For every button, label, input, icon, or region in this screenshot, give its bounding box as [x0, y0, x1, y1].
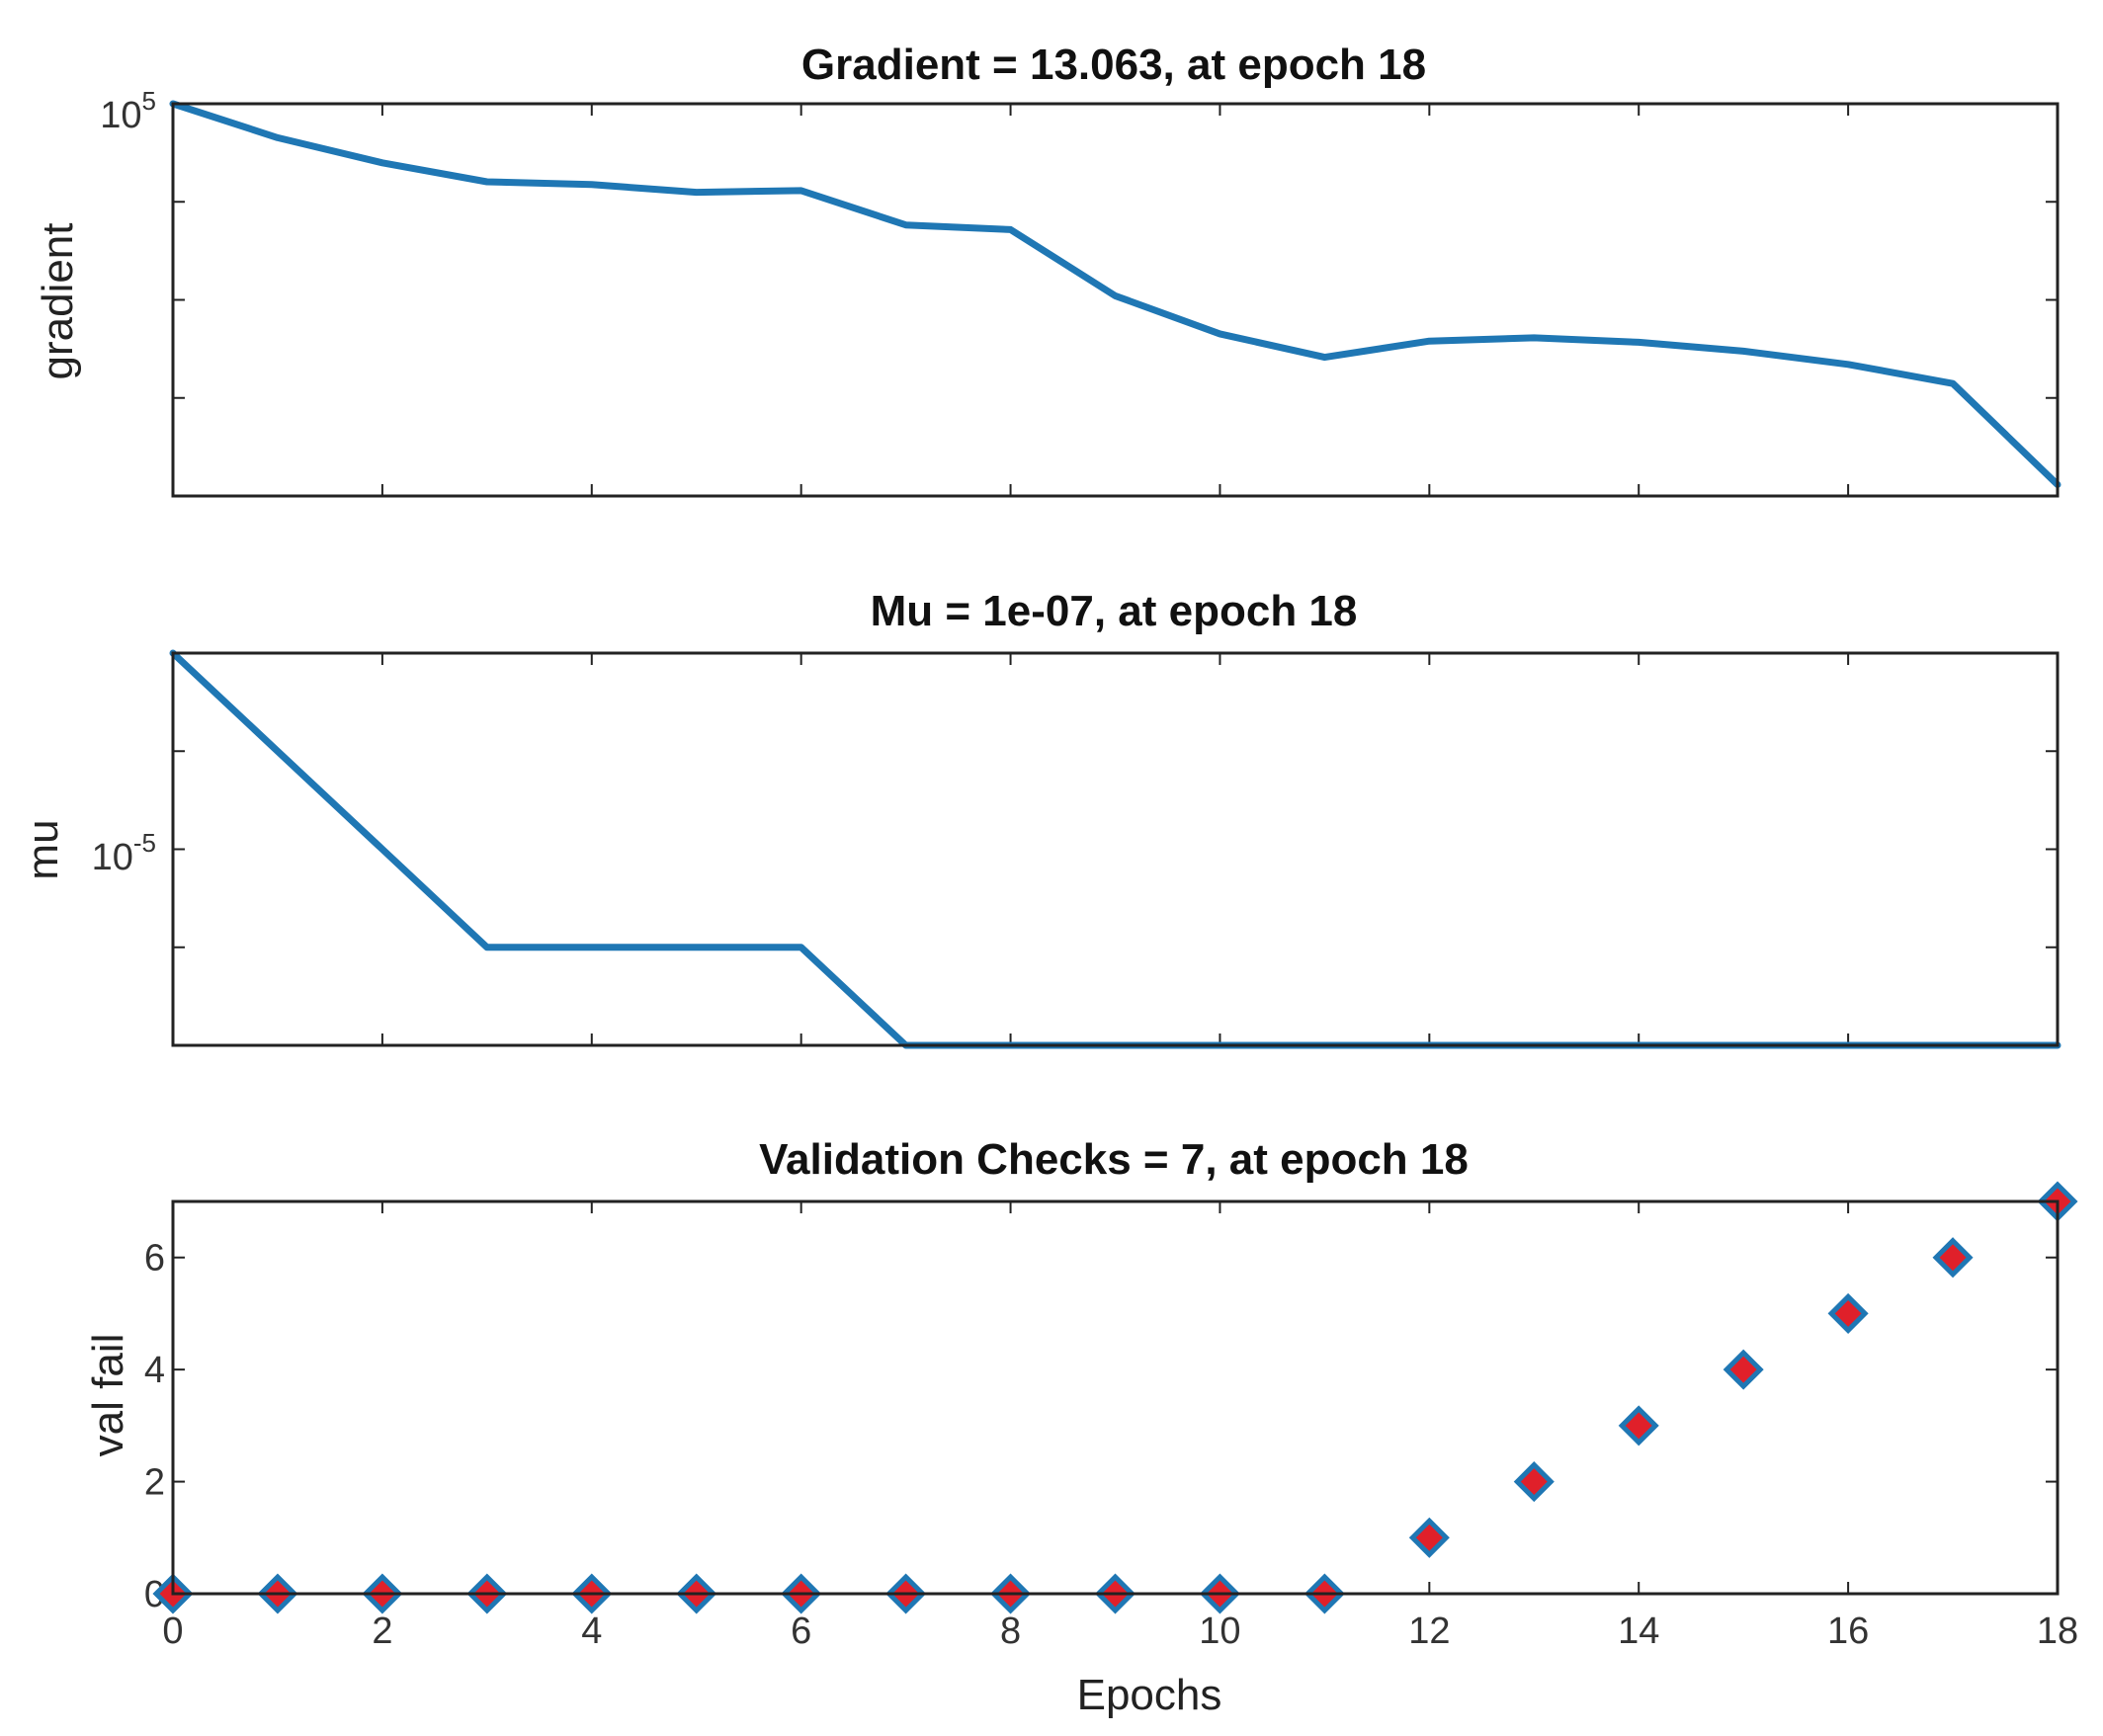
- epochs-xtick-labels: 0 2 4 6 8 10 12 14 16 18: [162, 1611, 2078, 1652]
- x-tick-label: 0: [162, 1611, 183, 1652]
- y-tick-label: 4: [144, 1350, 165, 1391]
- x-tick-label: 2: [372, 1611, 392, 1652]
- mu-panel: Mu = 1e-07, at epoch 18 mu 10-5: [19, 587, 2061, 1049]
- valfail-ylabel: val fail: [84, 1334, 132, 1457]
- mu-title: Mu = 1e-07, at epoch 18: [871, 587, 1358, 635]
- val-fail-marker: [1618, 1405, 1659, 1447]
- y-tick-label: 2: [144, 1462, 165, 1504]
- valfail-title: Validation Checks = 7, at epoch 18: [759, 1135, 1469, 1184]
- gradient-panel: Gradient = 13.063, at epoch 18 gradient …: [34, 41, 2061, 498]
- mu-ytick-label: 10-5: [92, 828, 156, 878]
- val-fail-marker: [1723, 1349, 1764, 1390]
- mu-ylabel: mu: [19, 819, 67, 879]
- x-tick-label: 10: [1199, 1611, 1240, 1652]
- val-fail-marker: [1932, 1237, 1974, 1279]
- x-tick-label: 18: [2037, 1611, 2078, 1652]
- gradient-series-line: [169, 100, 2061, 488]
- val-fail-marker: [1408, 1517, 1450, 1558]
- gradient-ytick-exponent: 5: [142, 86, 156, 116]
- x-tick-label: 4: [581, 1611, 602, 1652]
- val-fail-marker: [1827, 1292, 1869, 1334]
- x-tick-label: 6: [791, 1611, 811, 1652]
- val-fail-marker: [1513, 1461, 1555, 1503]
- x-tick-label: 16: [1827, 1611, 1869, 1652]
- gradient-ytick-label: 105: [100, 86, 156, 136]
- gradient-ytick-base: 10: [100, 95, 141, 136]
- valfail-axes-box: [171, 1199, 2060, 1596]
- gradient-title: Gradient = 13.063, at epoch 18: [801, 41, 1426, 89]
- mu-ytick-base: 10: [92, 837, 133, 878]
- epochs-xlabel: Epochs: [1077, 1671, 1222, 1719]
- mu-ytick-exponent: -5: [133, 828, 156, 858]
- x-tick-label: 14: [1618, 1611, 1659, 1652]
- gradient-ylabel: gradient: [34, 222, 82, 379]
- x-tick-label: 8: [1000, 1611, 1021, 1652]
- mu-axes-box: [171, 651, 2060, 1047]
- y-tick-label: 6: [144, 1238, 165, 1280]
- valfail-panel: Validation Checks = 7, at epoch 18 val f…: [84, 1135, 2078, 1719]
- x-tick-label: 12: [1408, 1611, 1450, 1652]
- gradient-axes-box: [171, 102, 2060, 498]
